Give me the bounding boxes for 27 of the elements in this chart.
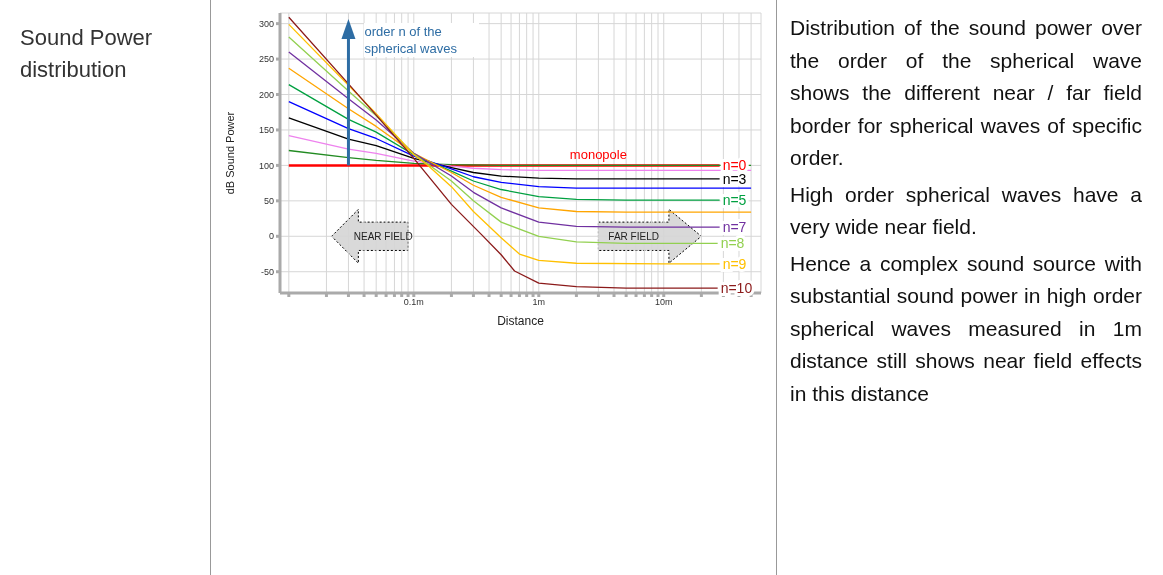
annotation: FAR FIELD xyxy=(608,231,659,243)
text: High order spherical waves have a very wide near field. xyxy=(790,181,1142,240)
x-tick-label: 1m xyxy=(532,297,546,308)
y-tick-label: 300 xyxy=(258,18,274,29)
x-axis-title: Distance xyxy=(497,314,545,328)
series-label: n=10 xyxy=(720,280,753,297)
y-tick-label: 150 xyxy=(258,125,274,136)
y-tick-label: 200 xyxy=(258,89,274,100)
y-axis-title: dB Sound Power xyxy=(223,111,236,195)
text: Distribution of the sound power over the order of the spherical wave shows the different near / far field border for spherical waves of specific order. xyxy=(790,15,1142,171)
y-tick-label: 100 xyxy=(258,160,274,171)
y-tick-label: 250 xyxy=(258,54,274,65)
annotation: NEAR FIELD xyxy=(353,231,413,243)
annotation: order n of the spherical waves xyxy=(364,23,480,57)
text: Hence a complex sound source with substantial sound power in high order spherical waves measured in 1m distance still shows near field effects in this distance xyxy=(790,250,1142,407)
text: Sound Power distribution xyxy=(20,24,154,84)
series-label: n=3 xyxy=(722,170,747,187)
series-label: n=8 xyxy=(720,235,745,252)
x-tick-label: 0.1m xyxy=(403,297,424,308)
series-label: n=9 xyxy=(722,255,747,272)
annotation: monopole xyxy=(569,147,627,163)
y-tick-label: 50 xyxy=(263,196,274,207)
series-label: n=7 xyxy=(722,219,747,236)
y-tick-label: -50 xyxy=(260,266,274,277)
y-tick-label: 0 xyxy=(268,231,274,242)
x-tick-label: 10m xyxy=(654,297,673,308)
series-label: n=5 xyxy=(722,192,747,209)
